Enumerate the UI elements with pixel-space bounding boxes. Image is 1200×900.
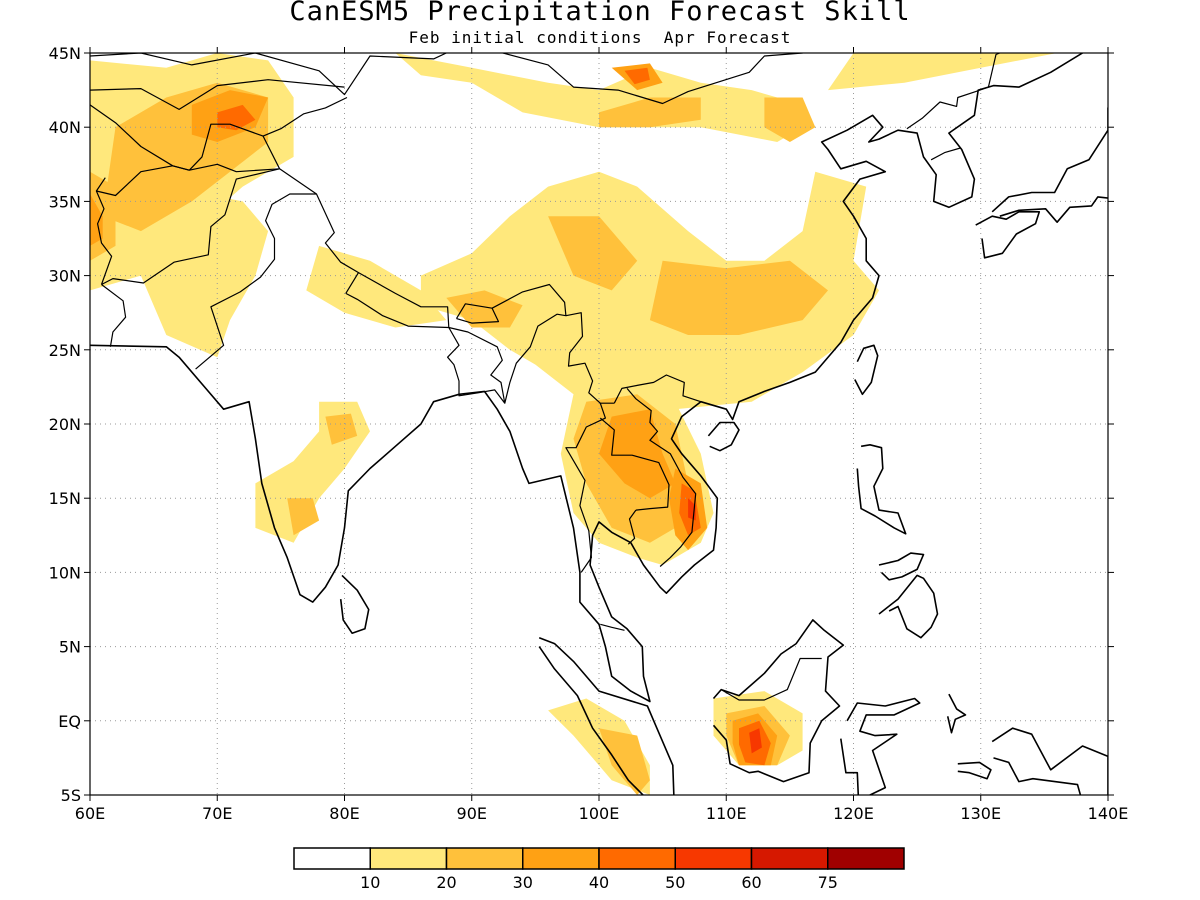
colorbar-swatch bbox=[293, 847, 371, 870]
y-tick-label: 5N bbox=[59, 638, 81, 657]
skill-region-pakistan bbox=[140, 186, 269, 358]
skill-region-manchuria bbox=[828, 53, 1058, 91]
colorbar-swatch bbox=[522, 847, 600, 870]
y-tick-label: 15N bbox=[49, 489, 81, 508]
x-tick-label: 100E bbox=[579, 804, 620, 823]
skill-region-sumatra-mid bbox=[599, 728, 650, 795]
coastline-sri-lanka bbox=[339, 574, 370, 635]
y-tick-label: 40N bbox=[49, 118, 81, 137]
border-mongolia-china bbox=[500, 53, 804, 105]
x-tick-label: 60E bbox=[75, 804, 105, 823]
border-korea-dmz bbox=[930, 147, 961, 161]
colorbar-label: 20 bbox=[436, 873, 456, 892]
colorbar-label: 30 bbox=[513, 873, 533, 892]
border-russia-kaz bbox=[90, 53, 447, 96]
x-tick-label: 110E bbox=[706, 804, 747, 823]
coastline-halmahera bbox=[946, 693, 967, 734]
coastline-sulawesi bbox=[840, 697, 921, 795]
y-tick-label: 35N bbox=[49, 192, 81, 211]
skill-region-north-china bbox=[764, 97, 816, 142]
skill-region-laos-core bbox=[599, 409, 676, 499]
coastline-honshu bbox=[991, 107, 1108, 223]
coastline-taiwan bbox=[854, 344, 879, 396]
skill-shading bbox=[90, 53, 1058, 795]
gridlines bbox=[90, 53, 1108, 795]
coastline-luzon bbox=[856, 443, 907, 535]
border-laos-china-viet bbox=[613, 374, 701, 404]
colorbar-label: 60 bbox=[741, 873, 761, 892]
skill-region-borneo-peak bbox=[749, 728, 762, 754]
coastline-new-guinea-west bbox=[991, 727, 1108, 795]
border-afghan-north bbox=[96, 163, 280, 197]
border-myanmar-thai-laos bbox=[565, 403, 607, 573]
border-iran-pak bbox=[101, 284, 127, 347]
x-tick-label: 90E bbox=[457, 804, 487, 823]
map-subtitle: Feb initial conditions Apr Forecast bbox=[408, 28, 792, 47]
x-tick-label: 70E bbox=[202, 804, 232, 823]
coastline-visayas bbox=[878, 552, 925, 581]
colorbar-swatch bbox=[445, 847, 524, 870]
y-tick-label: 10N bbox=[49, 563, 81, 582]
border-bangladesh bbox=[447, 326, 506, 404]
y-tick-label: 20N bbox=[49, 415, 81, 434]
colorbar-swatch bbox=[750, 847, 829, 870]
colorbar-label: 40 bbox=[589, 873, 609, 892]
border-bhutan bbox=[455, 303, 500, 324]
colorbar-swatch bbox=[674, 847, 753, 870]
skill-region-gobi bbox=[599, 97, 701, 128]
border-myanmar-china bbox=[565, 312, 615, 404]
coastline-borneo bbox=[712, 619, 845, 783]
skill-region-mongolia-core bbox=[624, 67, 650, 85]
border-thai-malay bbox=[600, 623, 625, 631]
y-tick-label: 45N bbox=[49, 44, 81, 63]
border-ne-india-china bbox=[491, 283, 567, 404]
coastline-hainan bbox=[707, 421, 740, 452]
y-tick-label: 30N bbox=[49, 267, 81, 286]
colorbar-swatch bbox=[369, 847, 448, 870]
x-tick-label: 130E bbox=[960, 804, 1001, 823]
x-tick-label: 80E bbox=[329, 804, 359, 823]
y-tick-label: EQ bbox=[58, 712, 81, 731]
skill-region-nepal-bhutan bbox=[446, 290, 523, 328]
border-kaz-south bbox=[90, 79, 345, 111]
coastline-mainland-asia-coast bbox=[90, 53, 1083, 703]
border-nepal-border bbox=[345, 272, 450, 329]
colorbar-label: 50 bbox=[665, 873, 685, 892]
x-axis: 60E 70E 80E 90E 100E 110E 120E 130E 140E bbox=[75, 47, 1129, 823]
colorbar-swatch bbox=[827, 847, 905, 870]
colorbar: 10 20 30 40 50 60 75 bbox=[293, 847, 905, 892]
colorbar-label: 75 bbox=[818, 873, 838, 892]
border-afghan-pak bbox=[101, 168, 280, 286]
colorbar-label: 10 bbox=[360, 873, 380, 892]
skill-region-india-south bbox=[287, 498, 320, 536]
coastlines bbox=[90, 53, 1108, 795]
border-borneo-internal bbox=[720, 657, 822, 701]
border-china-korea bbox=[906, 86, 989, 130]
coastline-seram bbox=[957, 761, 992, 780]
skill-region-yangtze bbox=[649, 260, 828, 335]
border-cambodia-thai bbox=[627, 509, 637, 545]
border-laos-viet bbox=[626, 388, 697, 567]
map-title: CanESM5 Precipitation Forecast Skill bbox=[289, 0, 911, 27]
y-axis: 45N 40N 35N 30N 25N 20N 15N 10N 5N EQ 5S bbox=[49, 44, 1114, 805]
coastline-sumatra bbox=[538, 636, 675, 795]
x-tick-label: 120E bbox=[833, 804, 874, 823]
skill-region-tibet-east bbox=[548, 216, 638, 291]
country-borders bbox=[90, 53, 1001, 701]
border-pak-india bbox=[195, 193, 317, 370]
skill-region-india-dot bbox=[325, 413, 358, 445]
x-tick-label: 140E bbox=[1088, 804, 1129, 823]
border-china-west bbox=[262, 135, 359, 274]
y-tick-label: 5S bbox=[61, 786, 81, 805]
colorbar-swatch bbox=[598, 847, 676, 870]
skill-region-himalaya-west bbox=[306, 245, 447, 328]
skill-region-tibet-china bbox=[420, 171, 879, 424]
border-laos-thai bbox=[599, 417, 670, 511]
coastline-mindanao bbox=[878, 574, 939, 639]
border-iran-afghan bbox=[95, 177, 113, 285]
y-tick-label: 25N bbox=[49, 341, 81, 360]
coastline-kyushu-shikoku bbox=[975, 211, 1041, 259]
